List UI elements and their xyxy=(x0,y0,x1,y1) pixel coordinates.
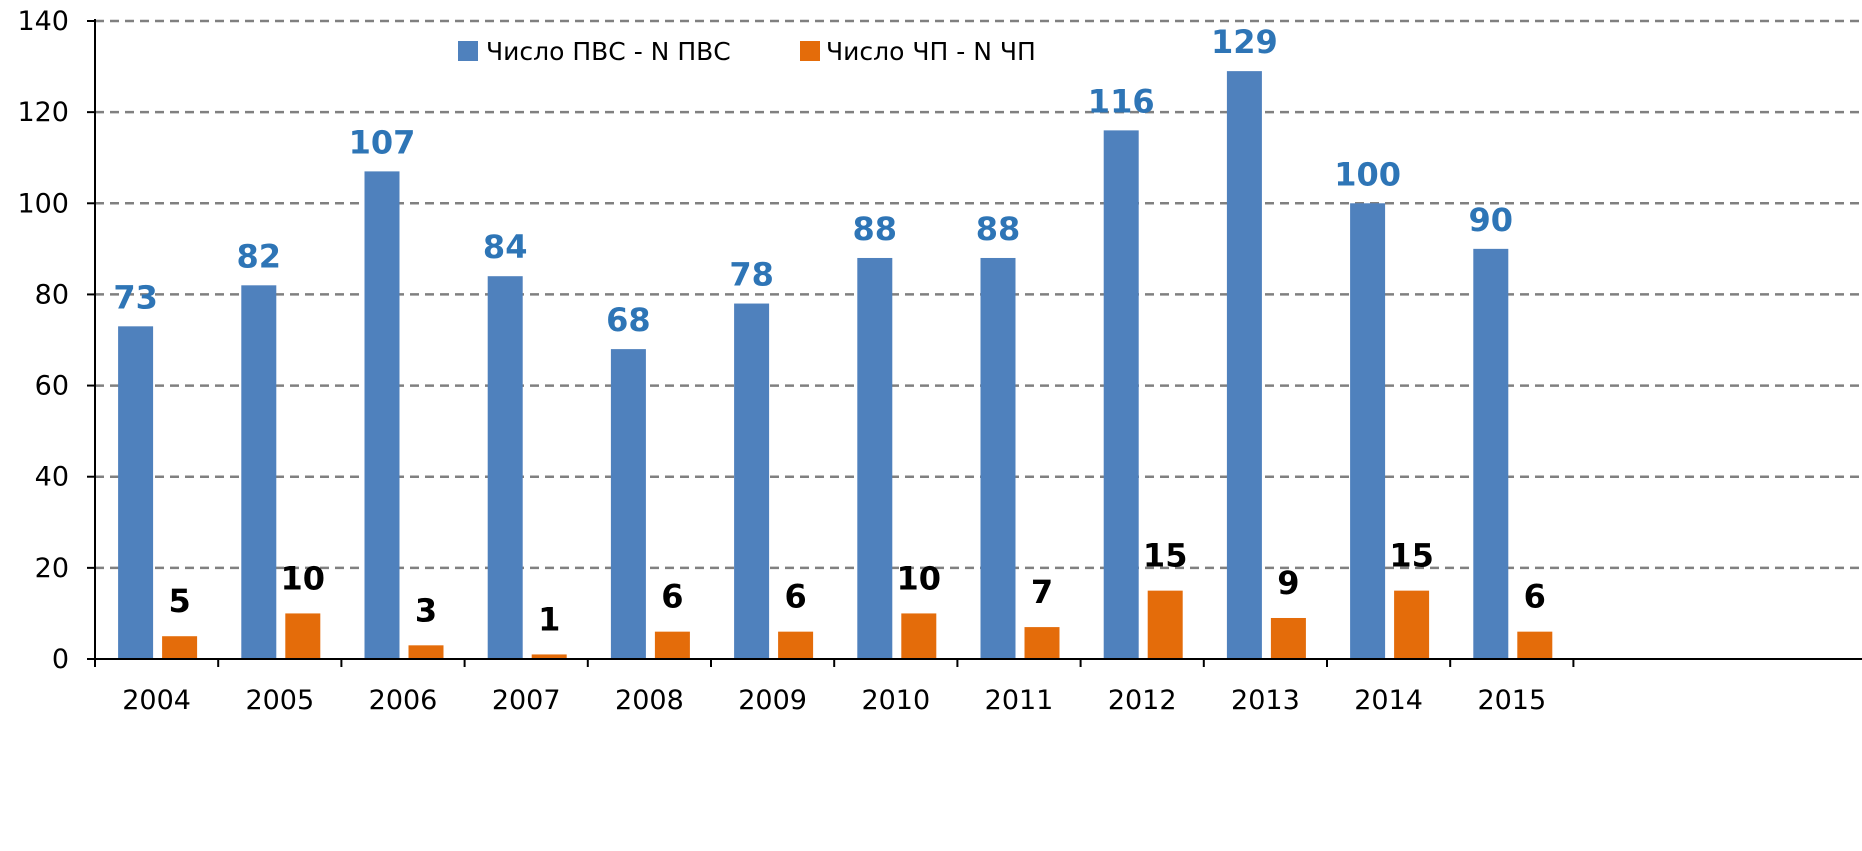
x-tick-label: 2005 xyxy=(245,685,314,716)
bar-series-1 xyxy=(118,326,154,659)
x-tick-label: 2008 xyxy=(615,685,684,716)
data-label-series-1: 129 xyxy=(1211,23,1278,61)
y-tick-label: 140 xyxy=(17,6,69,37)
bar-series-2 xyxy=(778,631,814,659)
x-tick-label: 2013 xyxy=(1231,685,1300,716)
y-tick-label: 80 xyxy=(35,279,69,310)
bar-series-1 xyxy=(610,349,646,659)
data-label-series-1: 73 xyxy=(113,278,158,316)
x-tick-label: 2007 xyxy=(492,685,561,716)
bar-series-2 xyxy=(901,613,937,659)
bar-series-1 xyxy=(857,257,893,659)
data-label-series-2: 10 xyxy=(897,559,942,597)
bar-series-2 xyxy=(654,631,690,659)
bar-series-1 xyxy=(241,285,277,659)
bar-series-2 xyxy=(1394,590,1430,659)
x-tick-label: 2009 xyxy=(738,685,807,716)
data-label-series-2: 7 xyxy=(1031,573,1053,611)
bar-series-2 xyxy=(162,636,198,659)
bar-series-1 xyxy=(364,171,400,659)
x-tick-label: 2015 xyxy=(1477,685,1546,716)
data-label-series-2: 9 xyxy=(1277,564,1299,602)
legend-label-series-2: Число ЧП - N ЧП xyxy=(826,37,1036,66)
bars xyxy=(118,71,1553,660)
data-label-series-1: 88 xyxy=(853,210,898,248)
axes: 0 20 40 60 80 100 120 140 2004 2005 2006 2007 2008 20… xyxy=(17,6,1862,716)
data-label-series-2: 6 xyxy=(1524,578,1546,616)
y-tick-label: 0 xyxy=(52,644,69,675)
x-tick-label: 2012 xyxy=(1108,685,1177,716)
data-label-series-2: 5 xyxy=(168,582,190,620)
bar-series-1 xyxy=(980,257,1016,659)
data-label-series-1: 100 xyxy=(1334,155,1401,193)
legend-swatch-series-2 xyxy=(800,41,820,61)
data-label-series-2: 1 xyxy=(538,600,560,638)
bar-series-2 xyxy=(1270,617,1306,659)
bar-series-1 xyxy=(1103,130,1139,659)
y-tick-label: 20 xyxy=(35,553,69,584)
bar-series-2 xyxy=(285,613,321,659)
bar-series-1 xyxy=(1350,203,1386,660)
data-label-series-2: 6 xyxy=(784,578,806,616)
data-label-series-1: 90 xyxy=(1469,201,1514,239)
bar-series-1 xyxy=(487,276,523,659)
bar-series-2 xyxy=(1517,631,1553,659)
x-tick-label: 2014 xyxy=(1354,685,1423,716)
data-label-series-1: 88 xyxy=(976,210,1021,248)
data-label-series-1: 68 xyxy=(606,301,651,339)
x-tick-label: 2011 xyxy=(985,685,1054,716)
data-labels: 73 5 82 10 107 3 84 1 68 6 78 6 88 10 88 7 116 15 129 9 100 1… xyxy=(113,23,1546,638)
legend: Число ПВС - N ПВС Число ЧП - N ЧП xyxy=(458,37,1036,66)
y-tick-label: 60 xyxy=(35,371,69,402)
bar-series-2 xyxy=(408,645,444,659)
legend-label-series-1: Число ПВС - N ПВС xyxy=(486,37,731,66)
x-tick-label: 2010 xyxy=(861,685,930,716)
data-label-series-2: 3 xyxy=(415,591,437,629)
bar-series-1 xyxy=(734,303,770,659)
gridlines xyxy=(95,19,1862,570)
data-label-series-2: 10 xyxy=(281,559,326,597)
bar-series-2 xyxy=(1147,590,1183,659)
data-label-series-1: 107 xyxy=(349,123,416,161)
data-label-series-2: 15 xyxy=(1143,537,1188,575)
y-tick-label: 40 xyxy=(35,462,69,493)
data-label-series-1: 116 xyxy=(1088,82,1155,120)
legend-swatch-series-1 xyxy=(458,41,478,61)
bar-series-1 xyxy=(1226,71,1262,660)
y-tick-label: 100 xyxy=(17,188,69,219)
bar-series-2 xyxy=(531,654,567,659)
y-tick-label: 120 xyxy=(17,97,69,128)
bar-series-1 xyxy=(1473,248,1509,659)
data-label-series-2: 15 xyxy=(1389,537,1434,575)
data-label-series-1: 84 xyxy=(483,228,528,266)
bar-series-2 xyxy=(1024,627,1060,659)
data-label-series-1: 78 xyxy=(729,256,774,294)
data-label-series-2: 6 xyxy=(661,578,683,616)
x-tick-label: 2004 xyxy=(122,685,191,716)
x-tick-label: 2006 xyxy=(369,685,438,716)
data-label-series-1: 82 xyxy=(237,237,282,275)
